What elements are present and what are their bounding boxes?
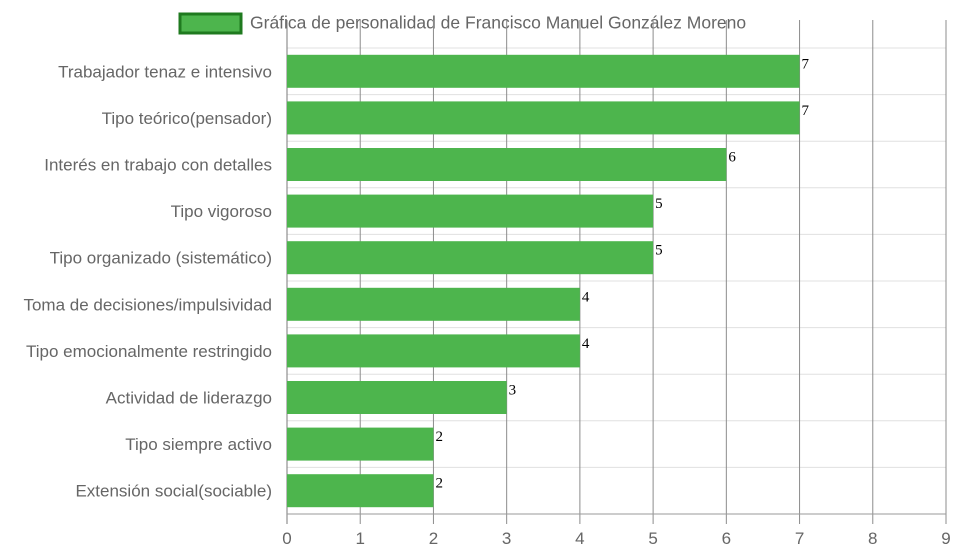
category-label: Tipo teórico(pensador) — [102, 109, 272, 128]
x-tick-label: 6 — [722, 529, 731, 548]
category-label: Extensión social(sociable) — [75, 482, 272, 501]
category-label: Actividad de liderazgo — [106, 389, 272, 408]
category-labels: Trabajador tenaz e intensivo Tipo teórico… — [23, 62, 272, 500]
category-label: Tipo organizado (sistemático) — [50, 249, 272, 268]
value-label: 4 — [582, 289, 590, 305]
bar[interactable] — [287, 381, 507, 414]
x-tick-label: 9 — [941, 529, 950, 548]
bar[interactable] — [287, 287, 580, 321]
category-label: Interés en trabajo con detalles — [44, 156, 272, 175]
bar[interactable] — [287, 148, 727, 181]
bar[interactable] — [287, 101, 800, 135]
category-label: Tipo emocionalmente restringido — [26, 342, 272, 361]
value-label: 5 — [655, 196, 663, 212]
value-label: 2 — [435, 429, 443, 445]
bars — [287, 54, 800, 508]
value-label: 4 — [582, 336, 590, 352]
x-axis-ticks: 0 1 2 3 4 5 6 7 8 9 — [282, 529, 950, 548]
x-tick-label: 0 — [282, 529, 291, 548]
value-label: 7 — [802, 56, 810, 72]
x-tick-label: 3 — [502, 529, 511, 548]
x-tick-label: 2 — [429, 529, 438, 548]
value-label: 7 — [802, 103, 810, 119]
bar[interactable] — [287, 474, 434, 508]
category-label: Toma de decisiones/impulsividad — [23, 295, 272, 314]
value-label: 5 — [655, 243, 663, 259]
x-tick-label: 8 — [868, 529, 877, 548]
bar[interactable] — [287, 241, 654, 275]
bar[interactable] — [287, 427, 434, 461]
x-tick-label: 7 — [795, 529, 804, 548]
category-label: Tipo vigoroso — [171, 202, 272, 221]
x-tick-label: 5 — [648, 529, 657, 548]
bar[interactable] — [287, 54, 800, 88]
legend[interactable]: Gráfica de personalidad de Francisco Man… — [178, 12, 746, 35]
category-label: Trabajador tenaz e intensivo — [58, 62, 272, 81]
value-label: 2 — [435, 476, 443, 492]
value-labels: 7 7 6 5 5 4 4 3 2 2 — [435, 56, 809, 491]
x-tick-label: 4 — [575, 529, 584, 548]
bar[interactable] — [287, 194, 654, 228]
category-label: Tipo siempre activo — [125, 435, 272, 454]
legend-swatch — [178, 12, 243, 35]
x-tick-label: 1 — [355, 529, 364, 548]
bar[interactable] — [287, 334, 580, 368]
legend-label: Gráfica de personalidad de Francisco Man… — [250, 13, 746, 33]
value-label: 6 — [728, 150, 736, 166]
value-label: 3 — [509, 383, 516, 399]
